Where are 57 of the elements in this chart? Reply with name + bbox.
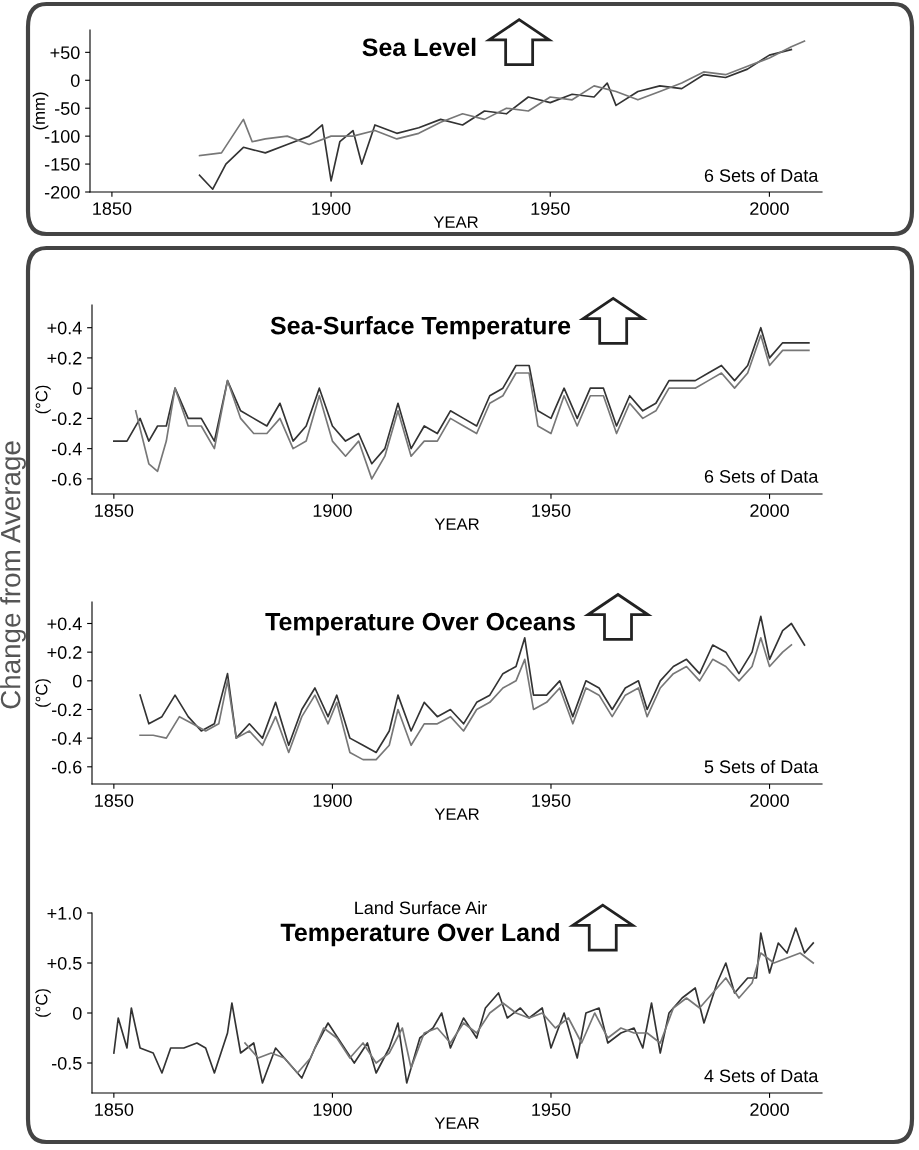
y-tick-label: -0.4	[51, 442, 82, 456]
y-tick-label: +0.4	[47, 321, 82, 335]
x-tick-label: 1850	[95, 794, 134, 807]
x-tick-label: 1950	[532, 1103, 571, 1116]
y-axis-title: (°C)	[35, 679, 51, 707]
y-tick-label: -0.5	[51, 1056, 82, 1070]
y-tick-label: -0.4	[51, 732, 82, 745]
annotation: 4 Sets of Data	[704, 1068, 819, 1083]
x-tick-label: 1850	[95, 504, 134, 517]
y-tick-label: +0.4	[47, 617, 82, 631]
x-tick-label: 1950	[531, 202, 570, 215]
y-tick-label: 0	[70, 74, 80, 87]
y-tick-label: +1.0	[47, 906, 82, 920]
y-tick-label: -150	[44, 158, 80, 171]
chart-title: Sea-Surface Temperature	[270, 316, 571, 340]
y-tick-label: +0.5	[47, 956, 82, 970]
x-tick-label: 2000	[750, 202, 789, 215]
chart-title: Temperature Over Land	[280, 922, 559, 947]
y-axis-title: (°C)	[35, 989, 51, 1017]
chart-subtitle: Land Surface Air	[355, 900, 487, 915]
x-tick-label: 1900	[312, 202, 351, 215]
x-axis-title: YEAR	[433, 216, 478, 228]
line-series	[139, 636, 793, 761]
y-tick-label: 0	[72, 1006, 82, 1020]
y-tick-label: -0.6	[51, 472, 82, 486]
y-axis-title: (°C)	[35, 385, 51, 414]
y-tick-label: -50	[54, 102, 80, 115]
x-tick-label: 1850	[95, 1103, 134, 1116]
x-tick-label: 1900	[313, 1103, 352, 1116]
annotation: 6 Sets of Data	[704, 469, 819, 483]
x-tick-label: 2000	[750, 794, 789, 807]
annotation: 6 Sets of Data	[704, 168, 819, 182]
y-tick-label: 0	[72, 382, 82, 395]
x-tick-label: 1950	[532, 794, 571, 807]
annotation: 5 Sets of Data	[704, 759, 819, 774]
x-axis-title: YEAR	[434, 808, 479, 820]
chart-title: Temperature Over Oceans	[265, 612, 575, 636]
x-tick-label: 1850	[93, 202, 132, 215]
y-tick-label: -0.2	[51, 412, 82, 426]
x-tick-label: 1900	[313, 504, 352, 517]
y-tick-label: -0.2	[51, 703, 82, 717]
y-tick-label: 0	[72, 674, 82, 688]
x-tick-label: 2000	[750, 504, 789, 517]
text: Change from Average	[0, 441, 26, 709]
y-tick-label: +0.2	[47, 351, 82, 365]
y-tick-label: -100	[44, 130, 80, 143]
y-tick-label: -200	[44, 185, 80, 199]
chart-title: Sea Level	[362, 37, 476, 57]
x-axis-title: YEAR	[434, 518, 479, 530]
y-tick-label: +50	[50, 46, 80, 60]
x-tick-label: 1950	[532, 504, 571, 517]
y-tick-label: -0.6	[51, 760, 82, 774]
y-tick-label: +0.2	[47, 646, 82, 659]
y-axis-title: (mm)	[32, 92, 49, 130]
x-tick-label: 2000	[750, 1103, 789, 1116]
x-tick-label: 1900	[313, 794, 352, 807]
x-axis-title: YEAR	[434, 1117, 479, 1129]
